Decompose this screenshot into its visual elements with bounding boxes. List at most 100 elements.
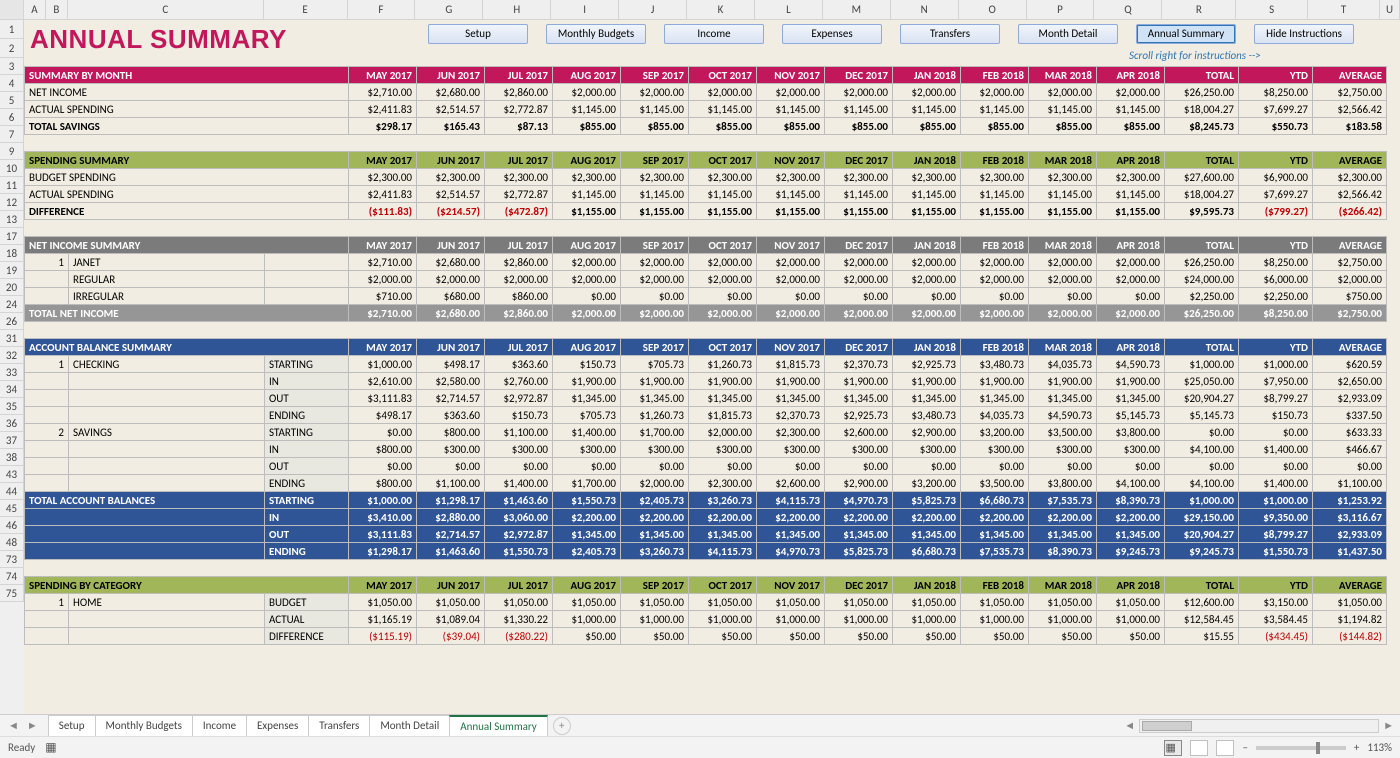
- cell-value[interactable]: $2,000.00: [1097, 305, 1165, 322]
- cell-value[interactable]: $4,115.73: [757, 492, 825, 509]
- cell-value[interactable]: $4,590.73: [1029, 407, 1097, 424]
- cell-value[interactable]: $8,250.00: [1239, 305, 1313, 322]
- cell-value[interactable]: $1,155.00: [621, 203, 689, 220]
- cell-value[interactable]: $1,155.00: [757, 203, 825, 220]
- cell-value[interactable]: $1,000.00: [893, 611, 961, 628]
- row-header-34[interactable]: 34: [0, 381, 24, 398]
- cell-value[interactable]: $150.73: [1239, 407, 1313, 424]
- cell-value[interactable]: $0.00: [689, 458, 757, 475]
- col-header-J[interactable]: J: [619, 0, 687, 19]
- cell-value[interactable]: $710.00: [349, 288, 417, 305]
- cell-value[interactable]: $2,000.00: [1097, 84, 1165, 101]
- cell-value[interactable]: $7,699.27: [1239, 101, 1313, 118]
- cell-value[interactable]: $4,100.00: [1165, 475, 1239, 492]
- cell-value[interactable]: $1,050.00: [621, 594, 689, 611]
- cell-value[interactable]: $4,100.00: [1097, 475, 1165, 492]
- cell-value[interactable]: $1,900.00: [757, 373, 825, 390]
- nav-transfers-button[interactable]: Transfers: [900, 24, 1000, 44]
- cell-value[interactable]: $2,000.00: [1029, 254, 1097, 271]
- cell-value[interactable]: ($115.19): [349, 628, 417, 645]
- cell-value[interactable]: $1,145.00: [757, 186, 825, 203]
- cell-value[interactable]: $2,300.00: [553, 169, 621, 186]
- cell-value[interactable]: $2,860.00: [485, 305, 553, 322]
- cell-value[interactable]: $5,145.73: [1165, 407, 1239, 424]
- cell-value[interactable]: $1,145.00: [689, 101, 757, 118]
- cell-value[interactable]: $2,405.73: [553, 543, 621, 560]
- cell-value[interactable]: $7,950.00: [1239, 373, 1313, 390]
- cell-value[interactable]: $2,000.00: [621, 254, 689, 271]
- cell-value[interactable]: $1,345.00: [621, 390, 689, 407]
- cell-value[interactable]: $2,300.00: [1313, 169, 1387, 186]
- cell-value[interactable]: $1,145.00: [825, 186, 893, 203]
- nav-expenses-button[interactable]: Expenses: [782, 24, 882, 44]
- cell-value[interactable]: $2,600.00: [757, 475, 825, 492]
- cell-value[interactable]: $1,345.00: [1029, 390, 1097, 407]
- cell-value[interactable]: $2,972.87: [485, 526, 553, 543]
- cell-value[interactable]: $2,000.00: [689, 84, 757, 101]
- row-header-17[interactable]: 17: [0, 228, 24, 245]
- cell-value[interactable]: $2,370.73: [825, 356, 893, 373]
- cell-value[interactable]: $1,345.00: [825, 526, 893, 543]
- nav-income-button[interactable]: Income: [664, 24, 764, 44]
- row-header-33[interactable]: 33: [0, 364, 24, 381]
- cell-value[interactable]: $26,250.00: [1165, 305, 1239, 322]
- cell-value[interactable]: $0.00: [1239, 458, 1313, 475]
- cell-value[interactable]: $18,004.27: [1165, 101, 1239, 118]
- zoom-plus-icon[interactable]: +: [1354, 741, 1359, 754]
- row-header-74[interactable]: 74: [0, 568, 24, 585]
- cell-value[interactable]: $1,050.00: [757, 594, 825, 611]
- cell-value[interactable]: $50.00: [553, 628, 621, 645]
- cell-value[interactable]: $3,150.00: [1239, 594, 1313, 611]
- cell-value[interactable]: $0.00: [621, 288, 689, 305]
- cell-value[interactable]: ($214.57): [417, 203, 485, 220]
- cell-value[interactable]: $2,300.00: [825, 169, 893, 186]
- cell-value[interactable]: $1,463.60: [417, 543, 485, 560]
- cell-value[interactable]: $2,000.00: [349, 271, 417, 288]
- row-header-24[interactable]: 24: [0, 296, 24, 313]
- cell-value[interactable]: $4,115.73: [689, 543, 757, 560]
- cell-value[interactable]: $1,155.00: [1029, 203, 1097, 220]
- cell-value[interactable]: $2,000.00: [485, 271, 553, 288]
- cell-value[interactable]: $705.73: [553, 407, 621, 424]
- cell-value[interactable]: $1,000.00: [349, 492, 417, 509]
- cell-value[interactable]: $0.00: [757, 288, 825, 305]
- cell-value[interactable]: $2,772.87: [485, 101, 553, 118]
- cell-value[interactable]: $50.00: [757, 628, 825, 645]
- cell-value[interactable]: $1,000.00: [689, 611, 757, 628]
- cell-value[interactable]: $1,050.00: [485, 594, 553, 611]
- cell-value[interactable]: $0.00: [485, 458, 553, 475]
- cell-value[interactable]: $1,900.00: [1097, 373, 1165, 390]
- cell-value[interactable]: $2,972.87: [485, 390, 553, 407]
- sheet-tab-month-detail[interactable]: Month Detail: [369, 715, 450, 736]
- cell-value[interactable]: $2,200.00: [757, 509, 825, 526]
- cell-value[interactable]: $3,500.00: [1029, 424, 1097, 441]
- cell-value[interactable]: $1,145.00: [825, 101, 893, 118]
- cell-value[interactable]: $1,000.00: [1097, 611, 1165, 628]
- cell-value[interactable]: $3,480.73: [961, 356, 1029, 373]
- sheet-tab-income[interactable]: Income: [192, 715, 247, 736]
- row-header-6[interactable]: 6: [0, 109, 24, 126]
- cell-value[interactable]: $2,000.00: [1313, 271, 1387, 288]
- nav-hide-instructions-button[interactable]: Hide Instructions: [1254, 24, 1354, 44]
- cell-value[interactable]: $2,000.00: [1029, 84, 1097, 101]
- cell-value[interactable]: $3,116.67: [1313, 509, 1387, 526]
- cell-value[interactable]: $1,900.00: [825, 373, 893, 390]
- cell-value[interactable]: $25,050.00: [1165, 373, 1239, 390]
- cell-value[interactable]: $855.00: [1097, 118, 1165, 135]
- cell-value[interactable]: $8,390.73: [1097, 492, 1165, 509]
- cell-value[interactable]: $855.00: [757, 118, 825, 135]
- nav-setup-button[interactable]: Setup: [428, 24, 528, 44]
- cell-value[interactable]: $1,145.00: [893, 186, 961, 203]
- cell-value[interactable]: $1,145.00: [961, 101, 1029, 118]
- cell-value[interactable]: $183.58: [1313, 118, 1387, 135]
- cell-value[interactable]: $3,111.83: [349, 526, 417, 543]
- cell-value[interactable]: $2,860.00: [485, 254, 553, 271]
- cell-value[interactable]: $26,250.00: [1165, 254, 1239, 271]
- cell-value[interactable]: $1,000.00: [1239, 492, 1313, 509]
- cell-value[interactable]: $0.00: [757, 458, 825, 475]
- cell-value[interactable]: $4,100.00: [1165, 441, 1239, 458]
- cell-value[interactable]: $1,000.00: [349, 356, 417, 373]
- cell-value[interactable]: $5,825.73: [825, 543, 893, 560]
- cell-value[interactable]: $2,925.73: [893, 356, 961, 373]
- cell-value[interactable]: $2,200.00: [1029, 509, 1097, 526]
